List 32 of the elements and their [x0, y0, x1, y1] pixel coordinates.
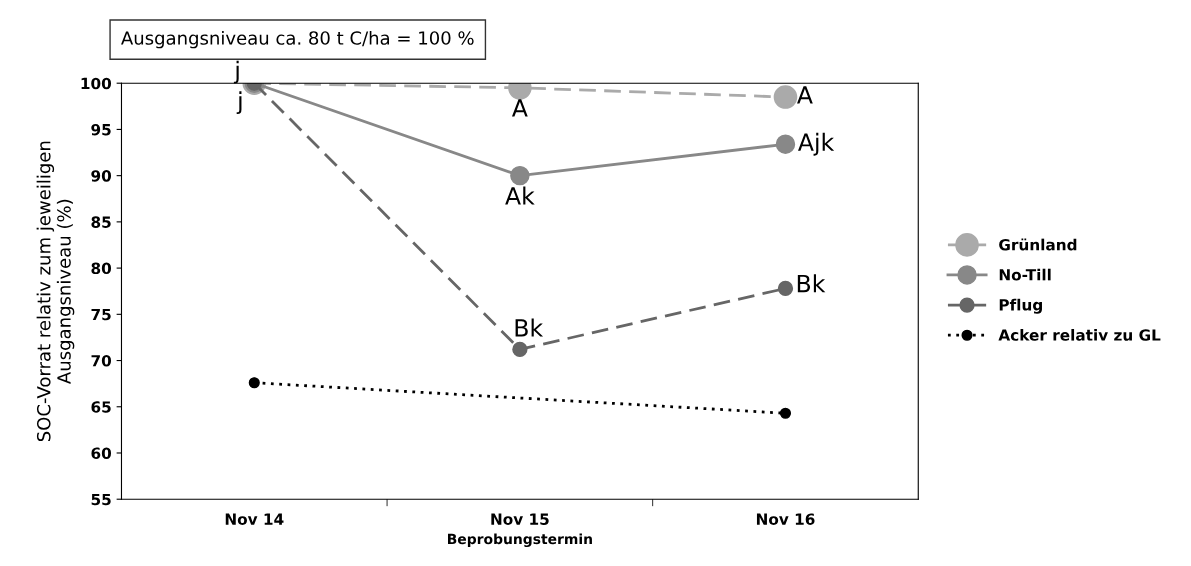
- y-tick-label: 70: [91, 355, 112, 367]
- point: [777, 280, 794, 297]
- annotation: Ak: [505, 186, 535, 205]
- annotation: A: [797, 86, 813, 104]
- x-tick-label: Nov 15: [491, 513, 549, 525]
- legend-label: Grünland: [999, 238, 1077, 251]
- legend-label: No-Till: [999, 268, 1051, 281]
- point: [248, 377, 260, 389]
- y-tick-label: 95: [91, 123, 111, 136]
- y-tick-label: 100: [81, 77, 112, 90]
- annotation: Bk: [797, 274, 826, 293]
- y-tick-label: 85: [91, 216, 111, 228]
- annotation: Bk: [515, 318, 544, 337]
- y-tick-label: 65: [91, 401, 111, 413]
- y-tick-label: 75: [91, 308, 111, 321]
- point: [779, 407, 792, 419]
- point: [512, 341, 528, 358]
- x-tick-label: Nov 16: [756, 513, 815, 525]
- x-axis-title: Beprobungstermin: [448, 533, 592, 547]
- y-tick-label: 60: [91, 447, 112, 460]
- annotation: j: [236, 91, 242, 115]
- text: Ausgangsniveau ca. 80 t C/ha = 100 %: [121, 30, 474, 49]
- legend-label: Pflug: [999, 298, 1042, 314]
- x-tick-label: Nov 14: [225, 513, 284, 525]
- legend-label: Acker relativ zu GL: [998, 328, 1161, 341]
- y-tick-label: 55: [91, 493, 111, 506]
- annotation: j: [233, 60, 239, 84]
- annotation: Ajk: [798, 132, 835, 156]
- y-tick-label: 80: [91, 262, 112, 275]
- y-tick-label: 90: [91, 170, 112, 182]
- annotation: A: [511, 99, 528, 117]
- y-axis-title: SOC-Vorrat relativ zum jeweiligen Ausgangsniveau (%): [36, 141, 75, 442]
